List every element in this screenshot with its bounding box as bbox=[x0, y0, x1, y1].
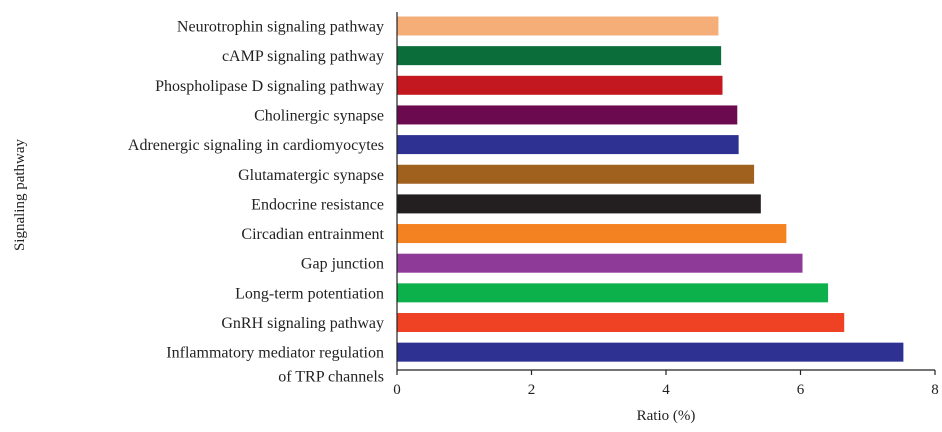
x-tick-label-8: 8 bbox=[931, 382, 939, 398]
category-labels: Neurotrophin signaling pathway cAMP signa… bbox=[128, 19, 385, 386]
category-label-10: Long-term potentiation bbox=[235, 285, 384, 302]
category-label-5: Adrenergic signaling in cardiomyocytes bbox=[128, 137, 384, 154]
x-tick-label-4: 4 bbox=[662, 382, 670, 398]
x-tick-label-2: 2 bbox=[528, 382, 536, 398]
category-label-4: Cholinergic synapse bbox=[254, 107, 384, 124]
bars-group bbox=[397, 16, 904, 362]
category-label-12: Inflammatory mediator regulation of TRP c… bbox=[166, 345, 384, 386]
category-label-3: Phospholipase D signaling pathway bbox=[155, 78, 384, 95]
bar-11 bbox=[397, 313, 845, 332]
bar-5 bbox=[397, 135, 739, 155]
bar-1 bbox=[397, 16, 719, 36]
bar-7 bbox=[397, 194, 761, 214]
x-ticks: 0 2 4 6 8 bbox=[393, 370, 939, 398]
x-tick-label-0: 0 bbox=[393, 382, 401, 398]
category-label-11: GnRH signaling pathway bbox=[221, 315, 384, 332]
bar-2 bbox=[397, 46, 722, 66]
bar-6 bbox=[397, 164, 755, 184]
category-label-9: Gap junction bbox=[301, 256, 384, 273]
x-axis-title: Ratio (%) bbox=[637, 408, 696, 424]
bar-12 bbox=[397, 342, 904, 362]
y-axis-title: Signaling pathway bbox=[12, 138, 28, 251]
category-label-1: Neurotrophin signaling pathway bbox=[177, 19, 384, 36]
bar-8 bbox=[397, 224, 787, 244]
category-label-2: cAMP signaling pathway bbox=[222, 48, 384, 65]
category-label-8: Circadian entrainment bbox=[241, 226, 384, 243]
bar-9 bbox=[397, 253, 803, 273]
x-tick-label-6: 6 bbox=[797, 382, 805, 398]
bar-4 bbox=[397, 105, 738, 125]
bar-3 bbox=[397, 75, 723, 95]
category-label-7: Endocrine resistance bbox=[251, 196, 384, 213]
category-label-6: Glutamatergic synapse bbox=[238, 167, 384, 184]
bar-10 bbox=[397, 283, 829, 303]
